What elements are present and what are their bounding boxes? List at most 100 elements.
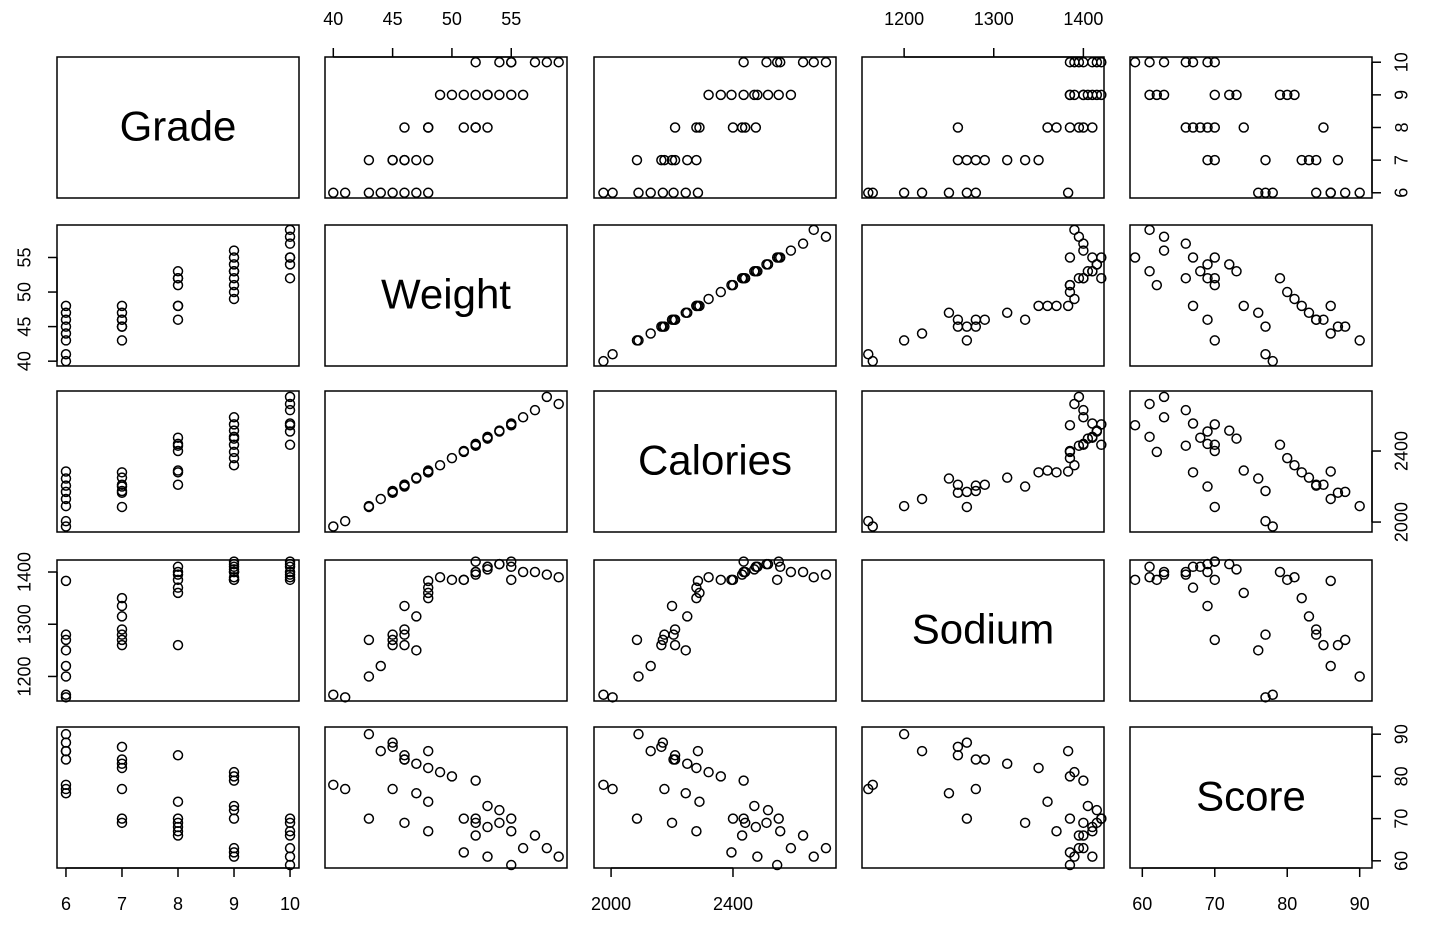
y-tick-label: 1400 (15, 552, 35, 592)
point (943, 473, 955, 484)
point (228, 293, 240, 305)
point (961, 335, 973, 346)
point (752, 561, 763, 573)
point (1001, 307, 1013, 319)
point (458, 122, 470, 133)
point (979, 314, 991, 325)
point (172, 582, 184, 593)
point (411, 154, 422, 166)
point (761, 558, 772, 570)
point (458, 847, 470, 858)
point (1339, 321, 1351, 332)
point (60, 321, 72, 332)
point (1073, 830, 1085, 841)
point (736, 122, 748, 133)
point (863, 349, 874, 360)
panel (593, 726, 837, 869)
point (598, 187, 609, 199)
point (1260, 154, 1271, 166)
y-tick-label: 10 (1392, 52, 1412, 72)
point (1260, 515, 1271, 527)
point (1082, 800, 1094, 812)
point (228, 279, 240, 291)
point (116, 300, 128, 312)
point (482, 821, 493, 833)
point (1001, 472, 1013, 483)
x-tick-label: 9 (229, 894, 239, 914)
panel (861, 726, 1105, 869)
point (691, 582, 702, 593)
point (328, 689, 339, 700)
point (1325, 328, 1336, 339)
variable-name: Score (1196, 773, 1306, 820)
x-tick-label: 1400 (1063, 9, 1103, 29)
variable-name: Grade (120, 103, 237, 150)
point (607, 349, 618, 360)
point (284, 842, 296, 854)
point (60, 314, 72, 325)
point (598, 355, 609, 367)
point (715, 574, 727, 586)
point (482, 561, 493, 573)
point (363, 728, 375, 740)
point (422, 467, 434, 478)
point (761, 259, 772, 270)
panel (56, 559, 300, 702)
point (172, 750, 184, 761)
point (1151, 89, 1163, 101)
point (116, 817, 128, 829)
point (1281, 89, 1293, 101)
point (1339, 187, 1351, 199)
point (284, 426, 296, 437)
point (399, 629, 410, 640)
point (1019, 817, 1031, 829)
point (60, 629, 72, 640)
point (1310, 187, 1322, 199)
point (1310, 479, 1322, 491)
panel (324, 559, 568, 702)
point (1180, 440, 1192, 451)
point (774, 561, 786, 573)
point (1042, 465, 1053, 476)
point (1064, 89, 1076, 101)
point (228, 446, 240, 458)
point (1231, 564, 1242, 575)
point (60, 634, 72, 646)
point (1073, 842, 1085, 854)
point (726, 574, 737, 586)
point (1091, 804, 1103, 816)
point (715, 286, 727, 298)
point (228, 266, 240, 277)
point (116, 335, 128, 346)
point (1252, 307, 1264, 319)
point (1303, 307, 1315, 319)
x-tick-label: 70 (1205, 894, 1225, 914)
point (529, 404, 541, 416)
y-tick-label: 1200 (15, 656, 35, 696)
point (228, 245, 240, 256)
point (1318, 314, 1329, 325)
point (399, 600, 410, 612)
point (774, 252, 786, 263)
point (60, 737, 72, 748)
point (494, 426, 505, 437)
point (1091, 56, 1103, 68)
point (1303, 611, 1315, 622)
point (1180, 238, 1192, 249)
point (172, 300, 184, 312)
point (738, 566, 749, 578)
point (505, 561, 517, 573)
point (505, 56, 517, 68)
point (553, 56, 564, 68)
variable-name: Weight (381, 271, 511, 318)
point (633, 187, 644, 199)
point (657, 187, 669, 199)
point (411, 187, 422, 199)
point (284, 574, 296, 586)
point (656, 321, 667, 332)
point (60, 671, 72, 682)
panel (56, 224, 300, 367)
point (60, 728, 72, 740)
point (172, 569, 184, 580)
point (1042, 796, 1053, 807)
